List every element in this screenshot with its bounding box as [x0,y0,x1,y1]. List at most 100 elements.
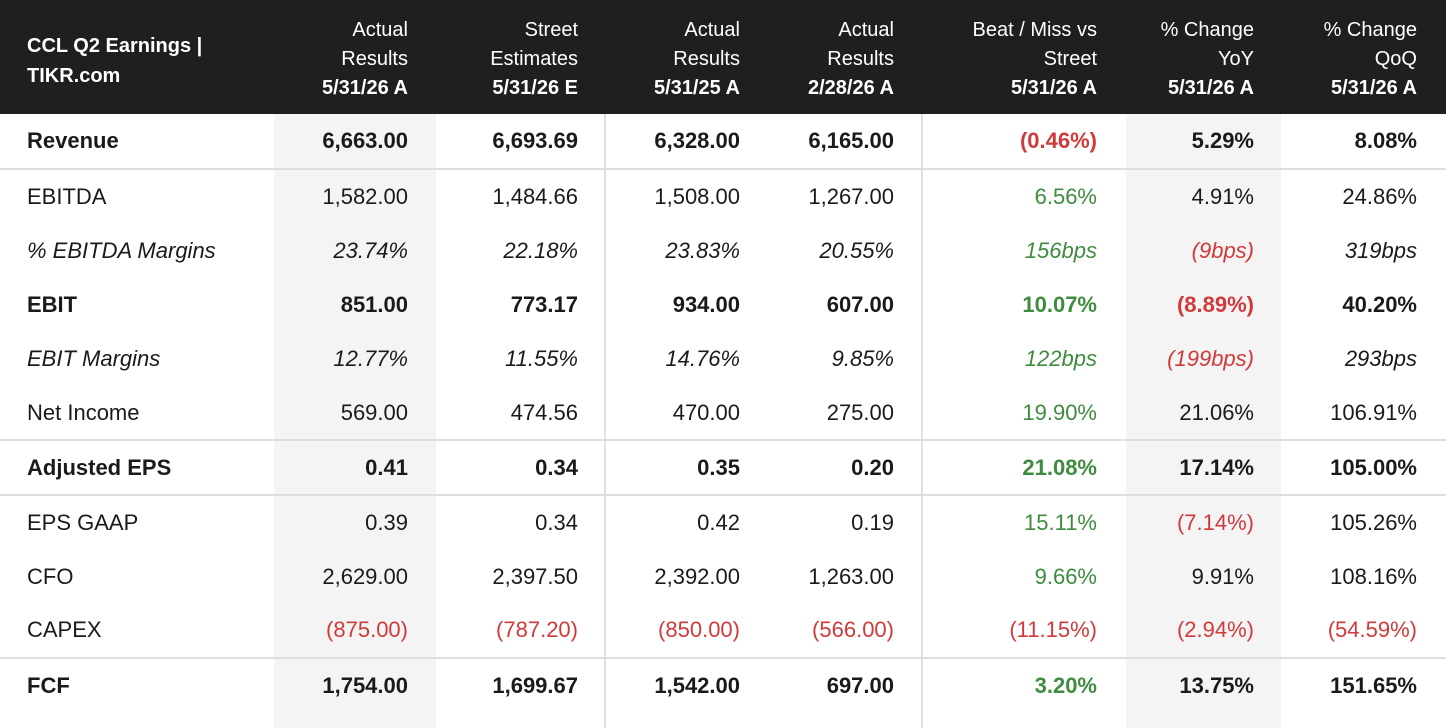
cell-yoy: 13.75% [1179,673,1254,698]
table-row-cfo: CFO 2,629.00 2,397.50 2,392.00 1,263.00 … [0,550,1446,604]
title-line-2: TIKR.com [27,65,121,87]
cell-yoy: (2.94%) [1176,617,1254,642]
cell-prior-year: (850.00) [658,617,740,642]
table-row-adjusted-eps: Adjusted EPS 0.41 0.34 0.35 0.20 21.08% … [0,439,1446,495]
cell-prior-year: 2,392.00 [654,564,740,589]
cell-actual: 6,663.00 [322,128,408,153]
row-label: CAPEX [27,617,102,642]
cell-qoq: 105.00% [1330,455,1417,480]
cell-prior-quarter: 0.19 [851,510,894,535]
cell-yoy: (9bps) [1191,238,1254,263]
column-header-line2: QoQ [1374,48,1417,70]
column-header-actual-prior-year: Actual Results 5/31/25 A [654,16,740,103]
column-header-line1: % Change [1160,19,1254,41]
table-row-ebit: EBIT 851.00 773.17 934.00 607.00 10.07% … [0,278,1446,332]
column-header-date: 5/31/26 E [492,77,578,99]
cell-actual: 1,754.00 [322,673,408,698]
row-label: EBITDA [27,184,107,209]
shaded-column-actual [274,114,436,728]
column-header-actual-prior-quarter: Actual Results 2/28/26 A [808,16,894,103]
column-header-line1: Actual [352,19,408,41]
column-header-beat-miss: Beat / Miss vs Street 5/31/26 A [973,16,1097,103]
row-label: FCF [27,673,70,698]
row-label: Net Income [27,400,140,425]
column-header-date: 5/31/26 A [1168,77,1254,99]
column-header-line2: Estimates [490,48,578,70]
cell-actual: 569.00 [340,400,408,425]
cell-qoq: 24.86% [1342,184,1417,209]
row-label: CFO [27,564,74,589]
cell-estimate: 0.34 [535,510,578,535]
cell-actual: 0.39 [365,510,408,535]
column-header-line2: Results [341,48,408,70]
cell-prior-quarter: 20.55% [819,238,894,263]
cell-prior-year: 14.76% [665,346,740,371]
table-row-net-income: Net Income 569.00 474.56 470.00 275.00 1… [0,386,1446,440]
cell-prior-year: 470.00 [672,400,740,425]
cell-estimate: 773.17 [510,292,578,317]
cell-prior-year: 1,508.00 [654,184,740,209]
cell-yoy: 9.91% [1191,564,1254,589]
cell-estimate: 2,397.50 [492,564,578,589]
column-header-line1: Beat / Miss vs [972,19,1097,41]
cell-estimate: (787.20) [496,617,578,642]
cell-prior-quarter: 607.00 [826,292,894,317]
cell-actual: (875.00) [326,617,408,642]
table-row-ebitda-margins: % EBITDA Margins 23.74% 22.18% 23.83% 20… [0,224,1446,278]
cell-beat-miss: 21.08% [1022,455,1097,480]
cell-beat-miss: 15.11% [1024,510,1097,535]
column-divider [921,114,923,728]
cell-prior-year: 6,328.00 [654,128,740,153]
cell-beat-miss: 19.90% [1022,400,1097,425]
title-line-1: CCL Q2 Earnings | [27,35,203,57]
table-title: CCL Q2 Earnings | TIKR.com [27,31,202,91]
column-header-date: 5/31/26 A [322,77,408,99]
cell-actual: 12.77% [333,346,408,371]
cell-prior-quarter: 6,165.00 [808,128,894,153]
column-header-change-qoq: % Change QoQ 5/31/26 A [1324,16,1417,103]
cell-qoq: 8.08% [1354,128,1417,153]
cell-prior-year: 1,542.00 [654,673,740,698]
column-header-change-yoy: % Change YoY 5/31/26 A [1161,16,1254,103]
cell-beat-miss: (11.15%) [1009,617,1097,642]
column-header-actual-current: Actual Results 5/31/26 A [322,16,408,103]
cell-beat-miss: 6.56% [1034,184,1097,209]
table-row-ebitda: EBITDA 1,582.00 1,484.66 1,508.00 1,267.… [0,168,1446,224]
row-label: EBIT Margins [27,346,161,371]
cell-estimate: 6,693.69 [492,128,578,153]
cell-prior-year: 23.83% [665,238,740,263]
cell-actual: 2,629.00 [322,564,408,589]
cell-prior-year: 934.00 [672,292,740,317]
cell-actual: 851.00 [340,292,408,317]
table-row-eps-gaap: EPS GAAP 0.39 0.34 0.42 0.19 15.11% (7.1… [0,494,1446,550]
column-header-line2: Results [673,48,740,70]
cell-beat-miss: 122bps [1024,346,1097,371]
cell-estimate: 0.34 [535,455,578,480]
cell-estimate: 474.56 [510,400,578,425]
shaded-column-yoy [1126,114,1281,728]
column-header-line1: Street [524,19,578,41]
column-header-line2: Street [1043,48,1097,70]
cell-beat-miss: (0.46%) [1019,128,1097,153]
cell-actual: 1,582.00 [322,184,408,209]
cell-estimate: 1,484.66 [492,184,578,209]
cell-beat-miss: 10.07% [1022,292,1097,317]
cell-prior-quarter: 9.85% [831,346,894,371]
cell-qoq: 151.65% [1330,673,1417,698]
cell-yoy: (199bps) [1167,346,1254,371]
row-label: % EBITDA Margins [27,238,216,263]
cell-actual: 0.41 [365,455,408,480]
column-divider [604,114,606,728]
table-header: CCL Q2 Earnings | TIKR.com Actual Result… [0,0,1446,114]
cell-yoy: 21.06% [1179,400,1254,425]
cell-estimate: 11.55% [505,346,578,371]
cell-yoy: 5.29% [1191,128,1254,153]
row-label: Adjusted EPS [27,455,172,480]
cell-prior-quarter: 1,267.00 [808,184,894,209]
table-row-revenue: Revenue 6,663.00 6,693.69 6,328.00 6,165… [0,114,1446,168]
cell-prior-quarter: 1,263.00 [808,564,894,589]
column-header-line1: Actual [684,19,740,41]
column-header-line1: Actual [838,19,894,41]
column-header-line2: YoY [1218,48,1254,70]
table-row-ebit-margins: EBIT Margins 12.77% 11.55% 14.76% 9.85% … [0,332,1446,386]
